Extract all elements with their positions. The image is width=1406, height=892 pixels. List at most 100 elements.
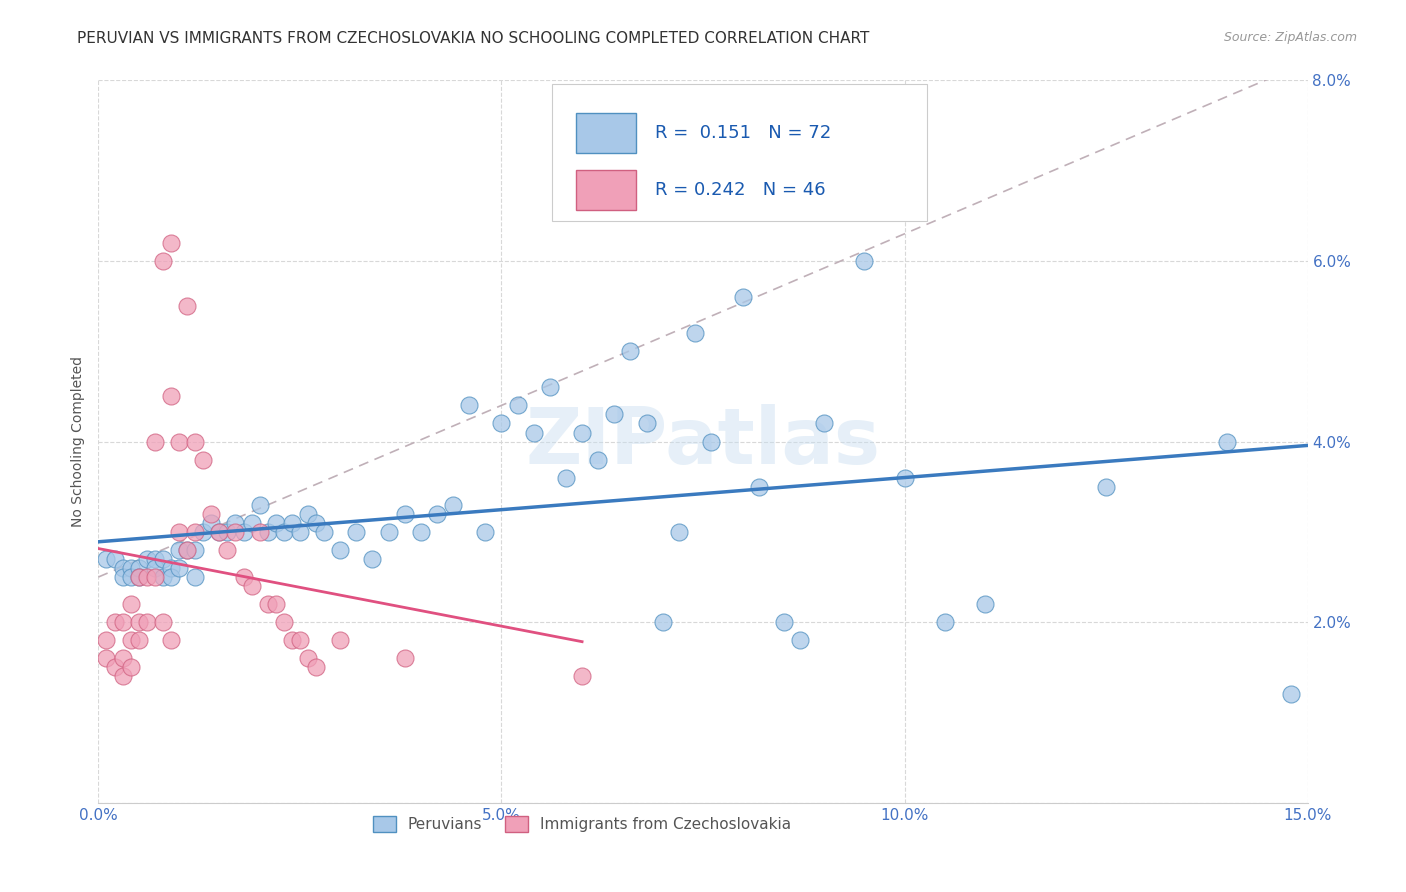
Point — [200, 516, 222, 530]
Point — [96, 633, 118, 648]
Point — [184, 434, 207, 449]
Point — [160, 235, 183, 250]
Point — [184, 542, 207, 557]
Point — [152, 570, 174, 584]
Point — [111, 561, 134, 575]
Point — [571, 669, 593, 683]
Point — [176, 542, 198, 557]
Point — [135, 552, 157, 566]
Point — [288, 524, 311, 539]
Point — [143, 561, 166, 575]
Point — [120, 633, 142, 648]
Text: PERUVIAN VS IMMIGRANTS FROM CZECHOSLOVAKIA NO SCHOOLING COMPLETED CORRELATION CH: PERUVIAN VS IMMIGRANTS FROM CZECHOSLOVAK… — [77, 31, 870, 46]
Point — [208, 524, 231, 539]
Point — [361, 552, 384, 566]
Point — [128, 633, 150, 648]
Point — [160, 570, 183, 584]
Point — [603, 408, 626, 422]
Text: R =  0.151   N = 72: R = 0.151 N = 72 — [655, 124, 831, 142]
Point — [103, 615, 125, 630]
Point — [273, 524, 295, 539]
Point — [789, 633, 811, 648]
Point — [152, 615, 174, 630]
Point — [491, 417, 513, 431]
Point — [619, 344, 641, 359]
Point — [217, 542, 239, 557]
Point — [176, 542, 198, 557]
Point — [441, 498, 464, 512]
Text: Source: ZipAtlas.com: Source: ZipAtlas.com — [1223, 31, 1357, 45]
Point — [651, 615, 673, 630]
Point — [135, 615, 157, 630]
Text: R = 0.242   N = 46: R = 0.242 N = 46 — [655, 181, 825, 199]
Point — [128, 570, 150, 584]
Point — [523, 425, 546, 440]
Point — [232, 570, 254, 584]
Point — [143, 570, 166, 584]
Point — [240, 579, 263, 593]
Point — [305, 516, 328, 530]
Point — [1281, 687, 1303, 701]
Point — [200, 507, 222, 521]
Point — [934, 615, 956, 630]
Point — [474, 524, 496, 539]
Point — [152, 552, 174, 566]
Bar — [576, 170, 637, 210]
Point — [297, 507, 319, 521]
Point — [111, 615, 134, 630]
Point — [305, 660, 328, 674]
Point — [458, 398, 481, 412]
Point — [772, 615, 794, 630]
Point — [176, 299, 198, 313]
Point — [586, 452, 609, 467]
Point — [288, 633, 311, 648]
Point — [297, 651, 319, 665]
Point — [281, 516, 304, 530]
Point — [256, 524, 278, 539]
Point — [683, 326, 706, 340]
Point — [135, 570, 157, 584]
Point — [224, 524, 246, 539]
Point — [264, 597, 287, 611]
Point — [103, 660, 125, 674]
Point — [160, 633, 183, 648]
Point — [394, 651, 416, 665]
Point — [120, 570, 142, 584]
Point — [281, 633, 304, 648]
Point — [538, 380, 561, 394]
Legend: Peruvians, Immigrants from Czechoslovakia: Peruvians, Immigrants from Czechoslovaki… — [367, 810, 797, 838]
Point — [426, 507, 449, 521]
Point — [249, 524, 271, 539]
Point — [103, 552, 125, 566]
Text: ZIPatlas: ZIPatlas — [526, 403, 880, 480]
Point — [893, 471, 915, 485]
Point — [160, 389, 183, 403]
Point — [96, 552, 118, 566]
Point — [314, 524, 336, 539]
Point — [217, 524, 239, 539]
Point — [167, 434, 190, 449]
Point — [555, 471, 578, 485]
Point — [184, 524, 207, 539]
Point — [152, 253, 174, 268]
Point — [193, 452, 215, 467]
FancyBboxPatch shape — [551, 84, 927, 221]
Point — [128, 561, 150, 575]
Point — [111, 669, 134, 683]
Point — [167, 561, 190, 575]
Point — [160, 561, 183, 575]
Point — [394, 507, 416, 521]
Point — [1216, 434, 1239, 449]
Point — [636, 417, 658, 431]
Point — [748, 480, 770, 494]
Point — [111, 651, 134, 665]
Point — [853, 253, 876, 268]
Point — [111, 570, 134, 584]
Point — [700, 434, 723, 449]
Point — [120, 597, 142, 611]
Point — [224, 516, 246, 530]
Point — [273, 615, 295, 630]
Point — [256, 597, 278, 611]
Point — [329, 633, 352, 648]
Point — [120, 561, 142, 575]
